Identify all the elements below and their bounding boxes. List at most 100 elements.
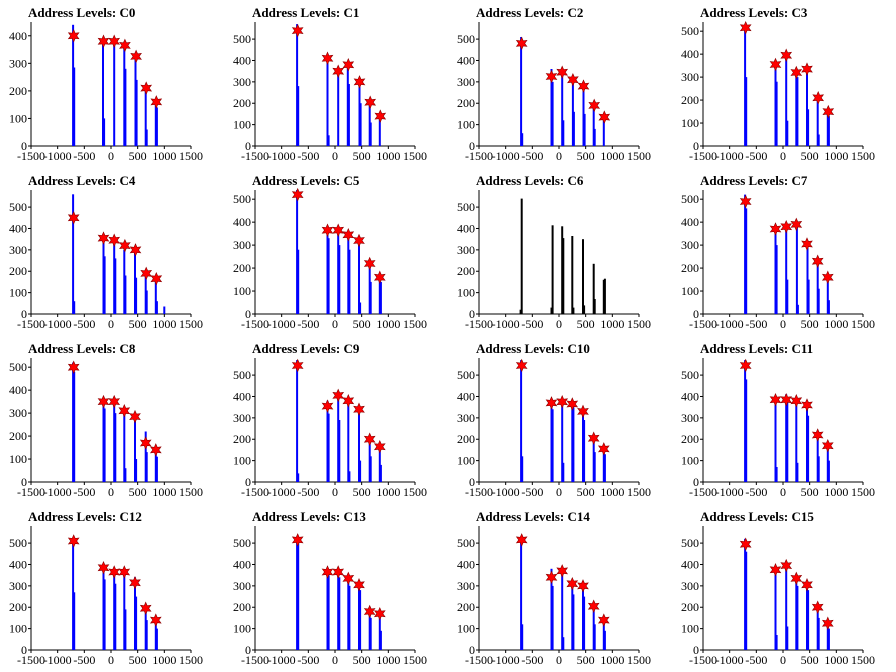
peak-marker xyxy=(374,109,387,123)
x-tick-label: 1000 xyxy=(376,485,400,499)
y-tick-label: 100 xyxy=(9,286,27,300)
y-tick-label: 300 xyxy=(681,70,699,84)
bar xyxy=(744,538,747,650)
x-tick-label: 0 xyxy=(780,485,786,499)
bar xyxy=(561,400,564,482)
bar xyxy=(326,400,329,482)
peak-marker xyxy=(67,29,80,43)
y-tick-label: 200 xyxy=(681,600,699,614)
bar xyxy=(521,624,524,650)
x-tick-label: 500 xyxy=(353,653,371,667)
bar xyxy=(378,115,381,146)
x-tick-label: 500 xyxy=(353,485,371,499)
peak-marker xyxy=(108,565,121,579)
bar xyxy=(134,415,136,482)
y-tick-label: 300 xyxy=(233,238,251,252)
x-tick-label: 500 xyxy=(353,149,371,163)
x-tick-label: -1500 xyxy=(689,485,717,499)
chart-title: Address Levels: C1 xyxy=(252,5,360,20)
bar xyxy=(796,585,799,650)
peak-marker xyxy=(353,75,366,89)
peak-marker xyxy=(801,398,813,412)
peak-marker xyxy=(739,358,752,373)
x-tick-label: -1500 xyxy=(465,485,493,499)
x-tick-label: 0 xyxy=(780,149,786,163)
x-tick-label: 1000 xyxy=(600,149,624,163)
bar xyxy=(326,568,329,650)
bar xyxy=(102,237,105,314)
peak-marker xyxy=(97,34,110,49)
y-tick-label: 100 xyxy=(9,622,27,636)
bar xyxy=(338,420,341,482)
x-tick-label: 1500 xyxy=(851,485,875,499)
chart-panel: Address Levels: C10 0 100 200 300 400 500 -1500… xyxy=(448,336,672,504)
bar xyxy=(583,596,586,650)
y-tick-label: 500 xyxy=(9,360,27,374)
bar xyxy=(572,407,575,482)
chart-title: Address Levels: C14 xyxy=(476,509,590,524)
peak-marker xyxy=(598,110,611,124)
x-tick-label: 1000 xyxy=(152,317,176,331)
bar xyxy=(378,447,381,482)
peak-marker xyxy=(291,358,304,373)
peak-marker xyxy=(567,72,579,87)
bar xyxy=(347,576,350,650)
bar xyxy=(774,568,777,650)
bar xyxy=(572,594,575,650)
bar xyxy=(124,609,127,650)
y-tick-label: 300 xyxy=(233,75,251,89)
peak-marker xyxy=(597,613,610,627)
peak-marker xyxy=(577,79,590,93)
y-tick-label: 100 xyxy=(681,622,699,636)
x-tick-label: 500 xyxy=(577,485,595,499)
x-tick-label: -1000 xyxy=(44,149,72,163)
x-tick-label: 1500 xyxy=(627,653,651,667)
x-tick-label: 500 xyxy=(129,653,147,667)
y-tick-label: 100 xyxy=(457,454,475,468)
bar xyxy=(135,596,138,650)
y-tick-label: 200 xyxy=(9,429,27,443)
bar xyxy=(145,452,148,482)
bar xyxy=(796,462,799,482)
y-tick-label: 100 xyxy=(681,116,699,130)
bar xyxy=(338,577,341,650)
chart-panel: Address Levels: C14 0 100 200 300 400 500 -1500… xyxy=(448,504,672,672)
bar xyxy=(817,288,820,314)
bar xyxy=(806,242,809,314)
peak-marker xyxy=(811,428,824,442)
y-tick-label: 200 xyxy=(233,96,251,110)
chart-panel: Address Levels: C2 0 100 200 300 400 500 -1500-… xyxy=(448,0,672,168)
chart-svg: 0 100 200 300 400 500 -1500-1000 -500 0 500 1000 15… xyxy=(233,526,427,667)
y-tick-label: 0 xyxy=(469,475,475,489)
peak-marker xyxy=(129,575,141,590)
x-tick-label: -1500 xyxy=(17,485,45,499)
y-tick-label: 200 xyxy=(457,96,475,110)
y-tick-label: 500 xyxy=(233,536,251,550)
bar xyxy=(358,581,360,650)
x-tick-label: 0 xyxy=(332,149,338,163)
peak-marker xyxy=(321,51,334,66)
y-tick-label: 500 xyxy=(9,200,27,214)
x-tick-label: 1500 xyxy=(851,653,875,667)
bar xyxy=(786,120,789,146)
x-tick-label: 1500 xyxy=(403,149,427,163)
y-tick-label: 0 xyxy=(469,643,475,657)
x-tick-label: -1500 xyxy=(465,149,493,163)
peak-marker xyxy=(515,358,528,373)
bar xyxy=(582,411,584,482)
bar xyxy=(807,109,810,146)
peak-marker xyxy=(108,394,121,409)
y-tick-label: 300 xyxy=(9,243,27,257)
bar xyxy=(786,279,789,314)
bar xyxy=(369,122,372,146)
x-tick-label: 500 xyxy=(577,149,595,163)
peak-marker xyxy=(821,270,834,285)
bar xyxy=(826,112,829,146)
x-tick-label: -1000 xyxy=(44,317,72,331)
y-tick-label: 0 xyxy=(21,307,27,321)
bar xyxy=(155,628,158,650)
peak-marker xyxy=(140,266,153,281)
peak-marker xyxy=(363,432,376,446)
bar xyxy=(827,628,830,650)
y-tick-label: 100 xyxy=(233,454,251,468)
